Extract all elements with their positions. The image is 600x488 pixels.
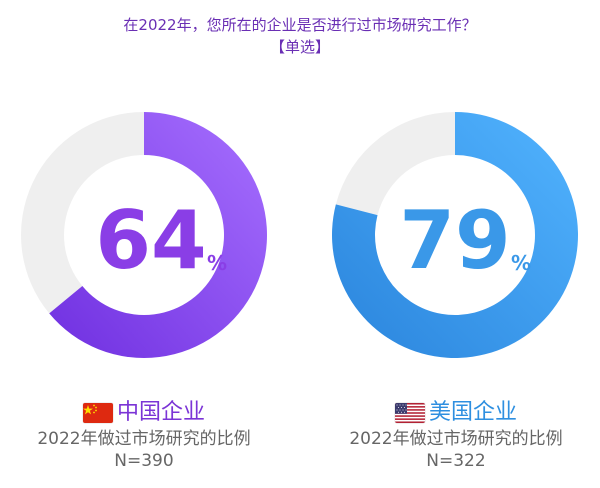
china-caption: 中国企业 2022年做过市场研究的比例 N=390 (4, 398, 284, 472)
china-sample-size: N=390 (114, 451, 174, 471)
china-description: 2022年做过市场研究的比例 (37, 429, 251, 449)
usa-flag-icon (394, 403, 425, 423)
china-percent-sign: % (207, 251, 227, 275)
usa-donut-chart: 79 % (332, 112, 578, 358)
usa-description: 2022年做过市场研究的比例 (349, 429, 563, 449)
usa-value-label: 79 (399, 194, 510, 287)
usa-track-slice (335, 112, 455, 216)
china-value-slice (49, 112, 268, 358)
usa-sample-size: N=322 (426, 451, 486, 471)
question-title: 在2022年，您所在的企业是否进行过市场研究工作？ (123, 16, 477, 34)
usa-percent-sign: % (511, 251, 531, 275)
usa-value-slice (332, 112, 578, 358)
china-track-slice (20, 112, 144, 314)
usa-heading: 美国企业 (316, 398, 596, 428)
usa-country-label: 美国企业 (428, 400, 517, 425)
china-donut-chart: 64 % (20, 112, 268, 358)
usa-caption: 美国企业 2022年做过市场研究的比例 N=322 (316, 398, 596, 472)
china-value-label: 64 (95, 194, 206, 287)
china-country-label: 中国企业 (116, 400, 205, 425)
china-heading: 中国企业 (4, 398, 284, 428)
china-flag-icon (82, 403, 113, 423)
question-type: 【单选】 (269, 38, 330, 56)
